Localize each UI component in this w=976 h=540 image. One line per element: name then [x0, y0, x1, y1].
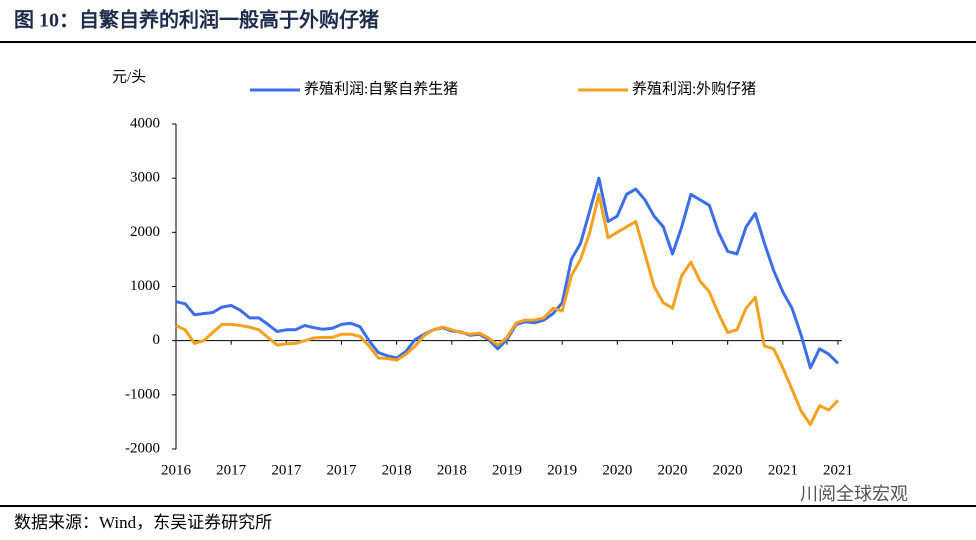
legend-label: 养殖利润:外购仔猪	[632, 80, 756, 97]
x-tick-label: 2020	[658, 462, 688, 478]
y-tick-label: 2000	[130, 224, 160, 240]
x-tick-label: 2021	[768, 462, 798, 478]
y-axis-label: 元/头	[112, 68, 146, 85]
series-line	[175, 192, 840, 427]
y-tick-label: 3000	[130, 170, 160, 186]
source-note: 数据来源：Wind，东吴证券研究所	[14, 513, 272, 532]
watermark: 川阅全球宏观	[800, 484, 908, 504]
series-line	[175, 176, 840, 370]
x-tick-label: 2020	[713, 462, 743, 478]
y-tick-label: 1000	[130, 278, 160, 294]
legend-label: 养殖利润:自繁自养生猪	[304, 80, 458, 97]
y-tick-label: -2000	[125, 440, 160, 456]
x-tick-label: 2017	[327, 462, 358, 478]
x-tick-label: 2018	[382, 462, 412, 478]
x-tick-label: 2019	[547, 462, 577, 478]
y-tick-label: 0	[153, 332, 161, 348]
x-tick-label: 2018	[437, 462, 467, 478]
chart-title: 图 10：自繁自养的利润一般高于外购仔猪	[14, 8, 379, 32]
x-tick-label: 2017	[216, 462, 247, 478]
x-tick-label: 2017	[271, 462, 302, 478]
x-tick-label: 2016	[161, 462, 192, 478]
y-tick-label: -1000	[125, 386, 160, 402]
x-tick-label: 2021	[823, 462, 853, 478]
y-tick-label: 4000	[130, 115, 160, 131]
x-tick-label: 2019	[492, 462, 522, 478]
x-tick-label: 2020	[602, 462, 632, 478]
